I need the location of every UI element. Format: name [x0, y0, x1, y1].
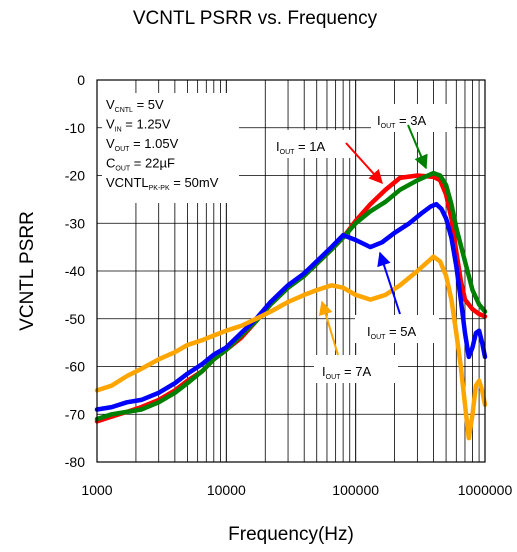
y-tick-label: -70 [65, 406, 85, 422]
annotation-label: IOUT = 5A [367, 324, 416, 341]
annotation-arrow [377, 251, 401, 315]
x-tick-label: 100000 [332, 482, 379, 498]
series-annotations: IOUT = 1A IOUT = 3A IOUT = 5A IOUT = 7A [270, 104, 455, 383]
chart-title: VCNTL PSRR vs. Frequency [133, 8, 378, 29]
annotation-arrow [345, 142, 383, 185]
series-line [94, 254, 488, 441]
condition-line: COUT = 22µF [106, 156, 175, 173]
y-tick-label: -50 [65, 311, 85, 327]
y-tick-label: -40 [65, 263, 85, 279]
annotation-box [355, 315, 439, 343]
condition-line: VOUT = 1.05V [106, 136, 179, 153]
y-axis-label: VCNTL PSRR [17, 211, 38, 331]
y-tick-label: 0 [77, 72, 85, 88]
x-tick-label: 1000000 [458, 482, 513, 498]
annotation-box [270, 130, 354, 158]
x-tick-label: 1000 [81, 482, 112, 498]
annotation-label: IOUT = 3A [377, 113, 426, 130]
y-tick-label: -60 [65, 359, 85, 375]
annotation-arrow [318, 300, 339, 356]
condition-line: VCNTL = 5V [106, 97, 164, 114]
annotation-label: IOUT = 7A [322, 364, 371, 381]
test-conditions-box: VCNTL = 5V VIN = 1.25V VOUT = 1.05V COUT = … [102, 93, 239, 203]
series-line [94, 201, 488, 412]
annotation-box [371, 104, 455, 132]
condition-line: VCNTLPK-PK = 50mV [106, 175, 219, 192]
annotation-box [314, 355, 398, 383]
annotation-label: IOUT = 1A [276, 139, 325, 156]
conditions-background [102, 93, 239, 203]
tick-labels: 0 -10 -20 -30 -40 -50 -60 -70 -80 1000 10000 100000… [65, 72, 513, 498]
y-tick-label: -30 [65, 215, 85, 231]
plot-frame [96, 79, 486, 463]
x-axis-label: Frequency(Hz) [228, 524, 354, 545]
annotation-arrow [407, 124, 428, 170]
y-tick-label: -80 [65, 454, 85, 470]
condition-line: VIN = 1.25V [106, 117, 171, 134]
y-tick-label: -20 [65, 168, 85, 184]
x-tick-label: 10000 [207, 482, 246, 498]
y-tick-label: -10 [65, 120, 85, 136]
series-lines [94, 170, 488, 441]
